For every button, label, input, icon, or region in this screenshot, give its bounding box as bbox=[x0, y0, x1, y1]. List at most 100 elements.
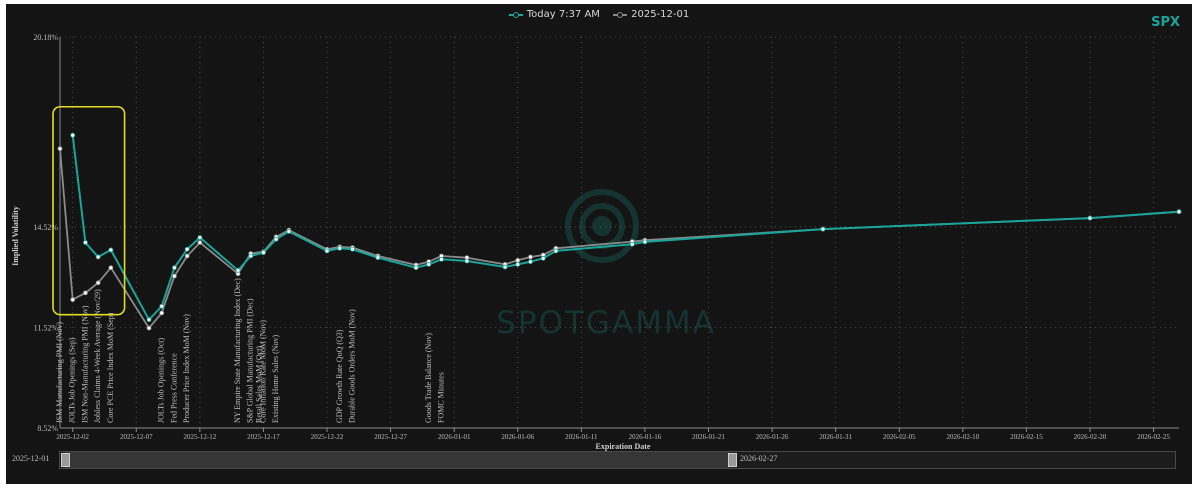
today-series-point bbox=[375, 255, 381, 261]
event-label: Core Inflation Rate MoM (Nov) bbox=[258, 320, 267, 423]
today-series-point bbox=[820, 226, 826, 232]
iv-term-structure-chart: 8.52% 11.52% 14.52% 20.18% 2025-12-02 2025-12… bbox=[11, 33, 1182, 451]
legend: Today 7:37 AM 2025-12-01 bbox=[6, 9, 1192, 22]
legend-item-prior[interactable]: 2025-12-01 bbox=[613, 9, 689, 20]
y-axis-label: Implied Volatility bbox=[11, 206, 20, 266]
range-selection[interactable] bbox=[65, 452, 730, 468]
x-tick-label: 2026-01-21 bbox=[692, 433, 725, 441]
event-label: ISM Non-Manufacturing PMI (Nov) bbox=[80, 305, 89, 423]
prior-series-point bbox=[159, 310, 165, 316]
x-tick-label: 2025-12-07 bbox=[120, 433, 153, 441]
x-tick-label: 2026-01-11 bbox=[565, 433, 598, 441]
today-series-point bbox=[1087, 215, 1093, 221]
legend-label-today: Today 7:37 AM bbox=[526, 9, 600, 20]
prior-series-point bbox=[197, 240, 203, 245]
today-series-point bbox=[464, 258, 470, 264]
prior-series-point bbox=[515, 257, 521, 263]
x-tick-label: 2025-12-12 bbox=[184, 433, 217, 441]
prior-series-line bbox=[59, 148, 1180, 329]
today-series-point bbox=[184, 246, 190, 252]
today-series-point bbox=[540, 255, 546, 261]
today-series-point bbox=[286, 229, 292, 234]
event-label: Fed Press Conference bbox=[169, 353, 178, 423]
today-series-point bbox=[528, 259, 533, 265]
today-series-point bbox=[108, 247, 114, 253]
y-tick-label: 20.18% bbox=[33, 33, 58, 42]
highlight-rectangle bbox=[52, 105, 126, 316]
range-track[interactable] bbox=[59, 451, 1176, 469]
event-label: NY Empire State Manufacturing Index (Dec… bbox=[233, 278, 242, 423]
today-series-point bbox=[248, 253, 254, 259]
event-label: JOLTs Job Openings (Sep) bbox=[68, 337, 77, 423]
today-series-point bbox=[159, 303, 165, 309]
x-axis-label: Expiration Date bbox=[596, 442, 651, 451]
x-tick-label: 2025-12-27 bbox=[374, 433, 407, 441]
grid bbox=[60, 36, 1179, 429]
event-label: Existing Home Sales (Nov) bbox=[271, 334, 280, 423]
prior-series-point bbox=[172, 273, 177, 279]
x-tick-label: 2026-01-06 bbox=[501, 433, 534, 441]
range-handle-left[interactable] bbox=[61, 453, 70, 467]
prior-line-icon bbox=[613, 11, 628, 19]
prior-series-point bbox=[57, 146, 63, 152]
today-series-point bbox=[413, 265, 419, 271]
x-tick-label: 2026-02-15 bbox=[1010, 433, 1043, 441]
prior-series-point bbox=[146, 325, 152, 331]
prior-series-point bbox=[83, 290, 88, 296]
legend-label-prior: 2025-12-01 bbox=[631, 9, 690, 20]
event-label: Jobless Claims 4-Week Average (Nov/29) bbox=[93, 289, 102, 423]
today-series-point bbox=[197, 235, 203, 240]
today-series-point bbox=[642, 239, 648, 245]
highlight-box bbox=[52, 105, 126, 316]
today-series-point bbox=[337, 245, 343, 251]
event-label: Retail Sales MoM (Oct) bbox=[255, 346, 264, 423]
today-series-point bbox=[324, 248, 330, 254]
event-label: Producer Price Index MoM (Nov) bbox=[182, 314, 191, 423]
range-end-label: 2026-02-27 bbox=[740, 454, 778, 463]
series-points bbox=[57, 132, 1182, 331]
event-labels: ISM Manufacturing PMI (Nov) JOLTs Job Ope… bbox=[55, 278, 445, 423]
y-tick-label: 14.52% bbox=[33, 223, 58, 232]
x-tick-label: 2026-02-25 bbox=[1137, 433, 1170, 441]
ticker-label: SPX bbox=[1151, 15, 1180, 30]
event-label: FOMC Minutes bbox=[436, 372, 445, 423]
prior-series-point bbox=[528, 254, 533, 260]
x-tick-label: 2026-01-16 bbox=[629, 433, 662, 441]
prior-series-point bbox=[70, 297, 76, 302]
range-handle-right[interactable] bbox=[728, 453, 737, 467]
today-series-point bbox=[426, 261, 432, 267]
today-series-point bbox=[553, 248, 559, 254]
x-tick-label: 2025-12-17 bbox=[247, 433, 280, 441]
today-series-point bbox=[146, 317, 152, 323]
range-start-label: 2025-12-01 bbox=[12, 454, 50, 463]
event-label: Durable Goods Orders MoM (Nov) bbox=[347, 309, 356, 423]
today-series-point bbox=[350, 246, 355, 252]
today-line-icon bbox=[508, 11, 523, 19]
axes: 8.52% 11.52% 14.52% 20.18% 2025-12-02 2025-12… bbox=[33, 33, 1179, 441]
prior-series-point bbox=[95, 280, 101, 286]
today-series-point bbox=[515, 261, 521, 267]
series-lines bbox=[59, 135, 1180, 329]
event-label: GDP Growth Rate QoQ (Q3) bbox=[335, 329, 344, 423]
today-series-point bbox=[83, 240, 88, 245]
x-tick-label: 2026-02-05 bbox=[883, 433, 916, 441]
today-series-point bbox=[439, 256, 444, 262]
prior-series-point bbox=[108, 265, 114, 271]
x-tick-label: 2026-01-26 bbox=[756, 433, 789, 441]
event-label: S&P Global Manufacturing PMI (Dec) bbox=[246, 298, 255, 423]
today-series-point bbox=[261, 250, 266, 256]
legend-item-today[interactable]: Today 7:37 AM bbox=[508, 9, 600, 20]
today-series-point bbox=[629, 241, 635, 247]
chart-frame: SPOTGAMMA 8.52% 11.52% 14.52% 20.18% 2025-12… bbox=[6, 4, 1192, 484]
y-tick-label: 8.52% bbox=[37, 424, 58, 433]
x-tick-label: 2026-01-31 bbox=[819, 433, 852, 441]
event-label: Core PCE Price Index MoM (Sep) bbox=[106, 312, 115, 423]
today-series-point bbox=[502, 264, 508, 270]
event-label: ISM Manufacturing PMI (Nov) bbox=[55, 322, 64, 423]
x-tick-label: 2025-12-02 bbox=[56, 433, 89, 441]
today-series-line bbox=[71, 135, 1180, 321]
today-series-point bbox=[70, 132, 76, 138]
event-label: Goods Trade Balance (Nov) bbox=[424, 333, 433, 423]
today-series-point bbox=[172, 265, 177, 271]
today-series-point bbox=[1176, 209, 1182, 215]
